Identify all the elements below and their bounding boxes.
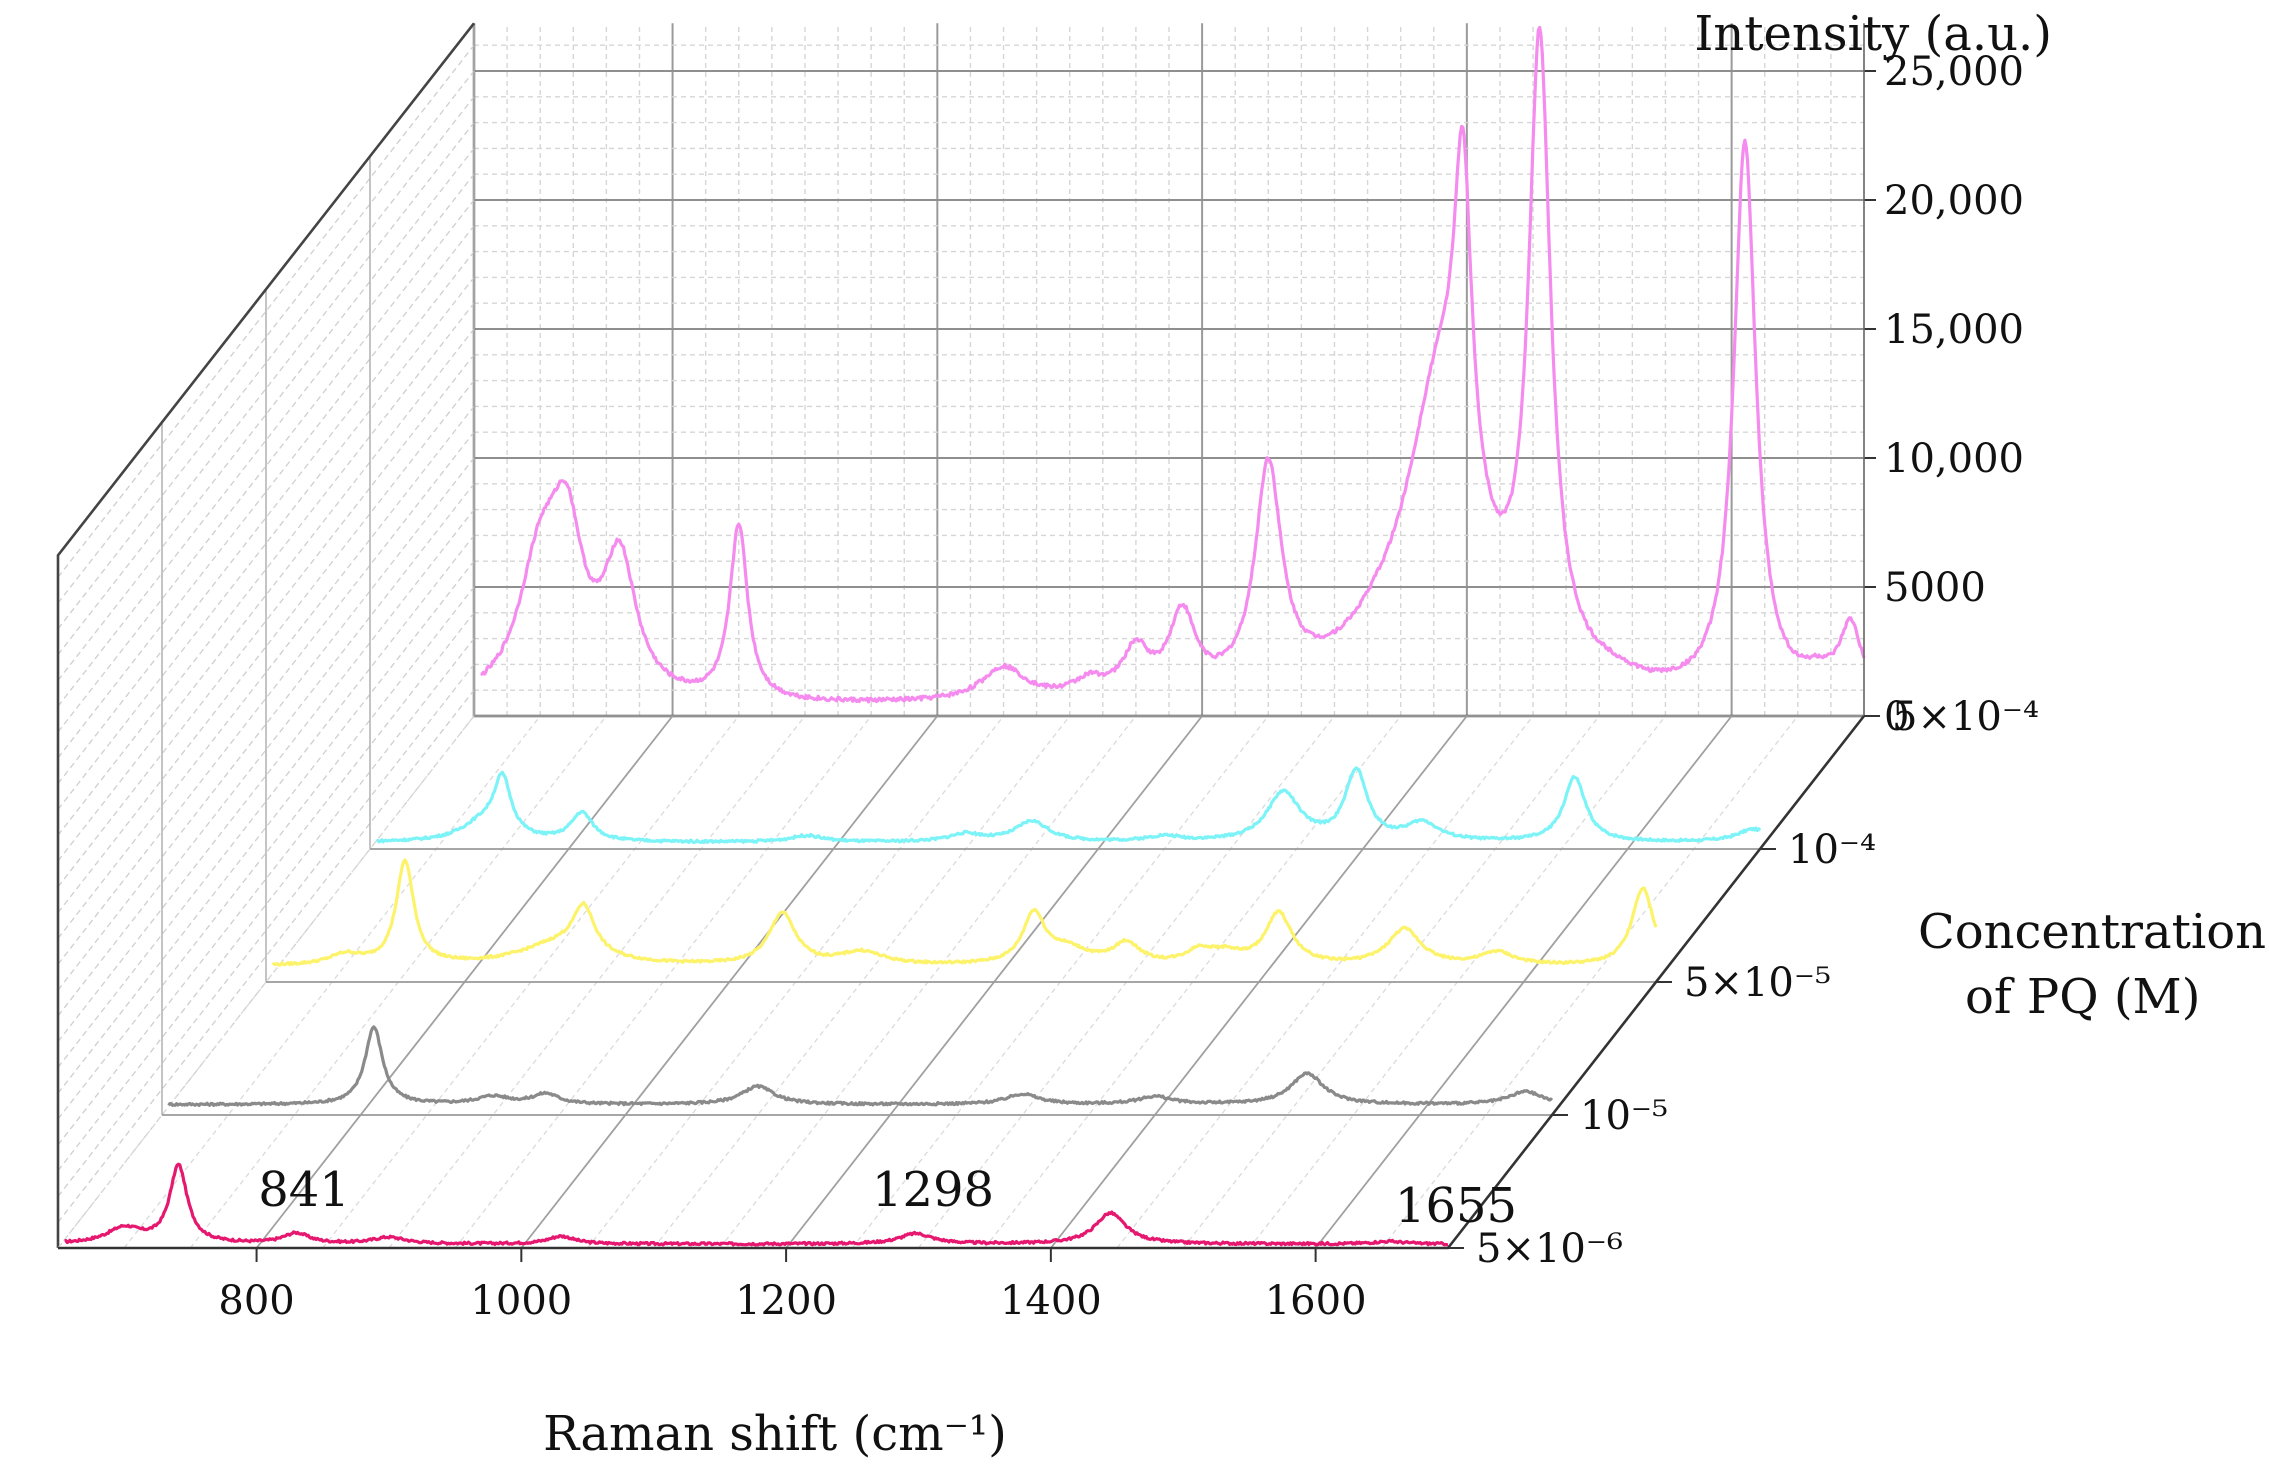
left-wall-grid <box>57 534 475 1068</box>
left-wall-grid <box>57 586 475 1120</box>
x-tick-label: 1600 <box>1265 1278 1367 1324</box>
left-wall-grid <box>57 122 475 656</box>
z-tick-label: 10⁻⁵ <box>1580 1093 1668 1139</box>
peak-annotation-841: 841 <box>258 1162 350 1218</box>
left-wall-grid <box>57 328 475 862</box>
left-wall-grid <box>57 354 475 888</box>
z-tick-label: 10⁻⁴ <box>1788 827 1876 873</box>
left-wall-grid <box>57 225 475 759</box>
left-wall-grid <box>57 199 475 733</box>
series-line <box>64 1162 1449 1247</box>
left-wall-grid <box>57 44 475 578</box>
left-wall-grid <box>57 70 475 604</box>
z-tick-label: 5×10⁻⁴ <box>1892 694 2039 740</box>
left-wall-grid <box>57 302 475 836</box>
series-layer <box>64 25 1866 1247</box>
left-wall-grid <box>57 147 475 681</box>
peak-annotation-1298: 1298 <box>872 1162 994 1218</box>
left-wall-grid <box>57 405 475 939</box>
x-tick-label: 1400 <box>1000 1278 1102 1324</box>
series-line <box>480 25 1866 704</box>
left-wall-grid <box>57 457 475 991</box>
series-line <box>167 1025 1554 1108</box>
left-wall-grid <box>57 509 475 1043</box>
left-wall-grid <box>57 431 475 965</box>
left-wall-grid <box>57 251 475 785</box>
left-wall-grid <box>57 96 475 630</box>
left-wall-grid <box>57 483 475 1017</box>
y-tick-label: 0 <box>1884 694 1909 740</box>
y-tick-label: 15,000 <box>1884 307 2024 353</box>
z-tick-label: 5×10⁻⁵ <box>1684 960 1831 1006</box>
y-axis-title: Intensity (a.u.) <box>1694 6 2052 62</box>
chart-walls <box>56 22 1866 1250</box>
left-wall-border <box>56 22 476 1248</box>
series-line <box>376 766 1762 845</box>
z-axis-title-line2: of PQ (M) <box>1965 969 2200 1025</box>
x-tick-label: 1200 <box>735 1278 837 1324</box>
left-wall-grid <box>57 689 475 1223</box>
z-tick-label: 5×10⁻⁶ <box>1476 1226 1623 1272</box>
y-tick-label: 25,000 <box>1884 49 2024 95</box>
left-wall-grid <box>57 638 475 1172</box>
peak-annotation-1655: 1655 <box>1395 1178 1517 1234</box>
left-wall-grid <box>57 380 475 914</box>
left-wall-grid <box>57 560 475 1094</box>
y-tick-label: 10,000 <box>1884 436 2024 482</box>
left-wall-grid <box>57 173 475 707</box>
y-tick-label: 20,000 <box>1884 178 2024 224</box>
left-wall-grid <box>57 612 475 1146</box>
tick-layer: 800 1000 1200 1400 1600 0 5000 10,000 15,000 20,0… <box>218 23 2039 1324</box>
left-wall-grid <box>57 276 475 810</box>
x-tick-label: 800 <box>218 1278 294 1324</box>
x-tick-label: 1000 <box>470 1278 572 1324</box>
left-wall-grid <box>57 663 475 1197</box>
z-axis-title-line1: Concentration <box>1918 904 2266 960</box>
series-line <box>271 858 1658 967</box>
x-axis-title: Raman shift (cm⁻¹) <box>543 1406 1007 1462</box>
y-tick-label: 5000 <box>1884 565 1986 611</box>
